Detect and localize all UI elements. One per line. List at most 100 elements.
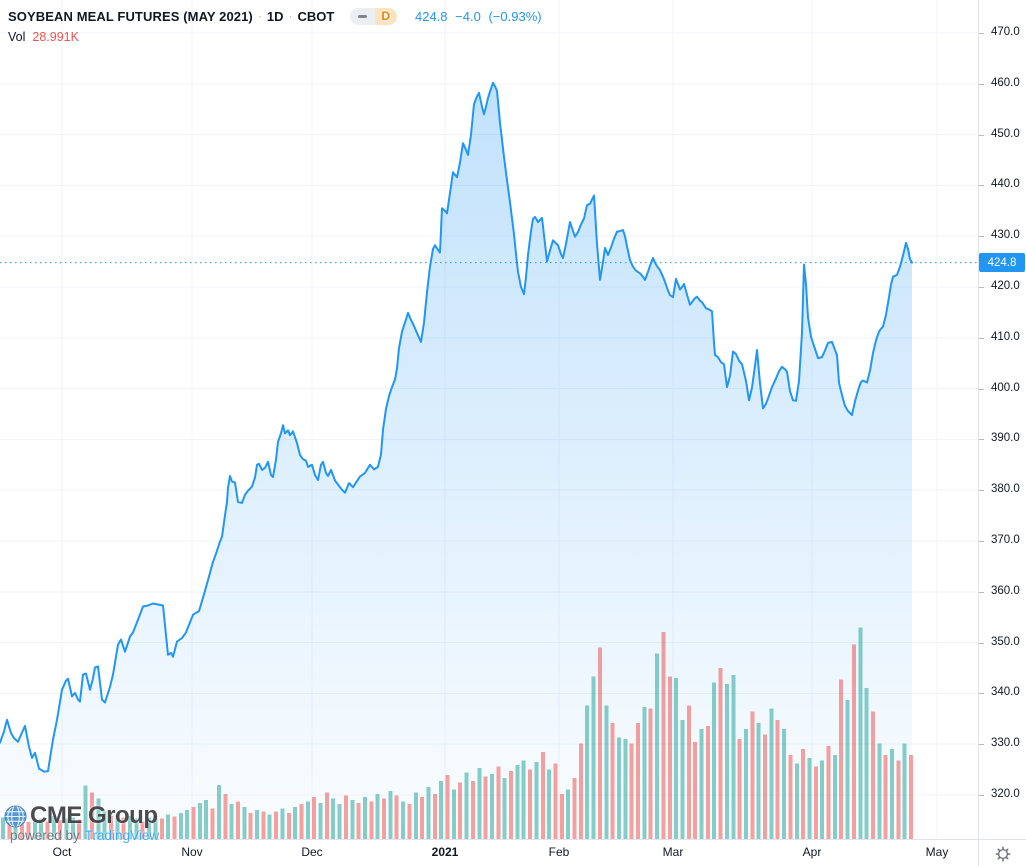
y-axis-tick-mark	[979, 389, 984, 390]
volume-bar	[293, 807, 298, 839]
volume-bar	[756, 723, 761, 839]
volume-bar	[483, 776, 488, 839]
volume-bar	[445, 775, 450, 839]
volume-bar	[724, 684, 729, 839]
volume-bar	[680, 720, 685, 839]
x-axis-tick-label: May	[925, 845, 949, 859]
volume-bar	[20, 824, 24, 839]
y-axis-tick-mark	[979, 135, 984, 136]
volume-bar	[750, 711, 755, 839]
volume-bar	[210, 808, 215, 839]
volume-bar	[343, 795, 348, 839]
volume-bar	[763, 734, 767, 839]
quote-last: 424.8	[415, 8, 448, 24]
x-axis-tick-label: Mar	[662, 845, 684, 859]
interval-label[interactable]: 1D	[266, 8, 284, 24]
volume-bar	[718, 667, 723, 839]
y-axis-tick-mark	[979, 33, 984, 34]
x-axis-tick-label: Oct	[52, 845, 72, 859]
volume-bar	[515, 765, 520, 839]
gear-icon	[995, 846, 1011, 861]
symbol-legend: SOYBEAN MEAL FUTURES (MAY 2021) · 1D · C…	[8, 6, 546, 45]
volume-bar	[375, 794, 380, 839]
volume-bar	[89, 792, 94, 839]
y-axis-tick-mark	[979, 490, 984, 491]
volume-bar	[693, 742, 698, 839]
volume-bar	[432, 794, 437, 839]
volume-bar	[839, 679, 844, 839]
volume-bar	[229, 804, 234, 839]
volume-bar	[610, 723, 615, 839]
y-axis-tick-mark	[979, 236, 984, 237]
y-axis-tick-label: 330.0	[991, 737, 1020, 749]
volume-bar	[58, 820, 63, 839]
symbol-title[interactable]: SOYBEAN MEAL FUTURES (MAY 2021)	[8, 8, 253, 24]
volume-bar	[477, 768, 482, 839]
volume-bar	[794, 763, 799, 839]
volume-bar	[153, 815, 158, 839]
volume-bar	[350, 799, 355, 839]
interval-badge[interactable]: D	[350, 7, 397, 25]
volume-bar	[128, 815, 132, 839]
volume-bar	[712, 682, 717, 839]
volume-bar	[769, 708, 774, 839]
price-chart-canvas[interactable]	[0, 0, 978, 839]
volume-bar	[737, 739, 742, 839]
x-axis-tick-label: 2021	[431, 845, 459, 859]
volume-bar	[591, 676, 596, 839]
quote-change: −4.0	[455, 8, 481, 24]
volume-bar	[407, 804, 412, 839]
time-axis[interactable]: Oct Nov Dec 2021 Feb Mar Apr May	[0, 839, 978, 866]
volume-bar	[426, 786, 431, 839]
volume-bar	[820, 760, 825, 839]
settings-gear-button[interactable]	[995, 846, 1011, 862]
y-axis-tick-label: 410.0	[991, 331, 1020, 343]
quote-change-pct: (−0.93%)	[488, 8, 542, 24]
volume-bar	[648, 708, 653, 839]
y-axis-tick-label: 370.0	[991, 534, 1020, 546]
x-axis-tick-label: Feb	[548, 845, 570, 859]
volume-bar	[851, 644, 856, 839]
cme-group-watermark[interactable]: CME Group powered by TradingView	[4, 802, 159, 843]
volume-bar	[559, 794, 564, 839]
volume-bar	[172, 816, 177, 839]
x-axis-tick-label: Nov	[181, 845, 203, 859]
volume-bar	[655, 653, 659, 839]
volume-bar	[223, 794, 228, 839]
volume-bar	[178, 812, 183, 839]
volume-bar	[540, 752, 545, 839]
y-axis-tick-label: 440.0	[991, 178, 1020, 190]
volume-bar	[102, 811, 107, 839]
volume-bar	[775, 720, 780, 839]
volume-bar	[191, 807, 196, 839]
tradingview-link[interactable]: TradingView	[84, 828, 160, 843]
separator-dot: ·	[288, 9, 293, 23]
volume-bar	[204, 799, 209, 839]
volume-bar	[489, 773, 494, 839]
dash-icon	[358, 14, 368, 18]
volume-bar	[566, 789, 571, 839]
volume-bar	[299, 804, 304, 839]
volume-bar	[388, 791, 393, 839]
exchange-label[interactable]: CBOT	[297, 8, 335, 24]
volume-bar	[413, 792, 418, 839]
y-axis-tick-label: 390.0	[991, 432, 1020, 444]
price-axis[interactable]: 470.0 460.0 450.0 440.0 430.0 420.0 410.0 400.0…	[978, 0, 1026, 839]
volume-bar	[45, 821, 50, 839]
y-axis-tick-mark	[979, 744, 984, 745]
volume-bar	[70, 817, 75, 839]
volume-bar	[585, 705, 590, 839]
volume-bar	[451, 789, 456, 839]
cme-brand-text: CME Group	[30, 802, 158, 829]
y-axis-tick-mark	[979, 338, 984, 339]
volume-bar	[896, 760, 901, 839]
price-line	[0, 81, 913, 773]
volume-bar	[32, 820, 37, 839]
current-price-label: 424.8	[979, 253, 1025, 272]
volume-bar	[439, 781, 444, 839]
collapse-toggle[interactable]	[350, 7, 376, 25]
volume-bar	[832, 754, 837, 839]
volume-bar	[216, 785, 221, 839]
volume-bar	[274, 811, 279, 839]
